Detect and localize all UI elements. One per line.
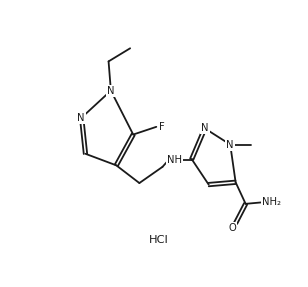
Text: N: N — [201, 123, 209, 133]
Text: NH: NH — [167, 155, 182, 165]
Text: N: N — [77, 113, 85, 123]
Text: N: N — [107, 86, 115, 96]
Text: O: O — [229, 224, 237, 234]
Text: F: F — [159, 122, 164, 132]
Text: NH₂: NH₂ — [261, 197, 281, 207]
Text: N: N — [226, 139, 234, 150]
Text: HCl: HCl — [149, 235, 168, 245]
